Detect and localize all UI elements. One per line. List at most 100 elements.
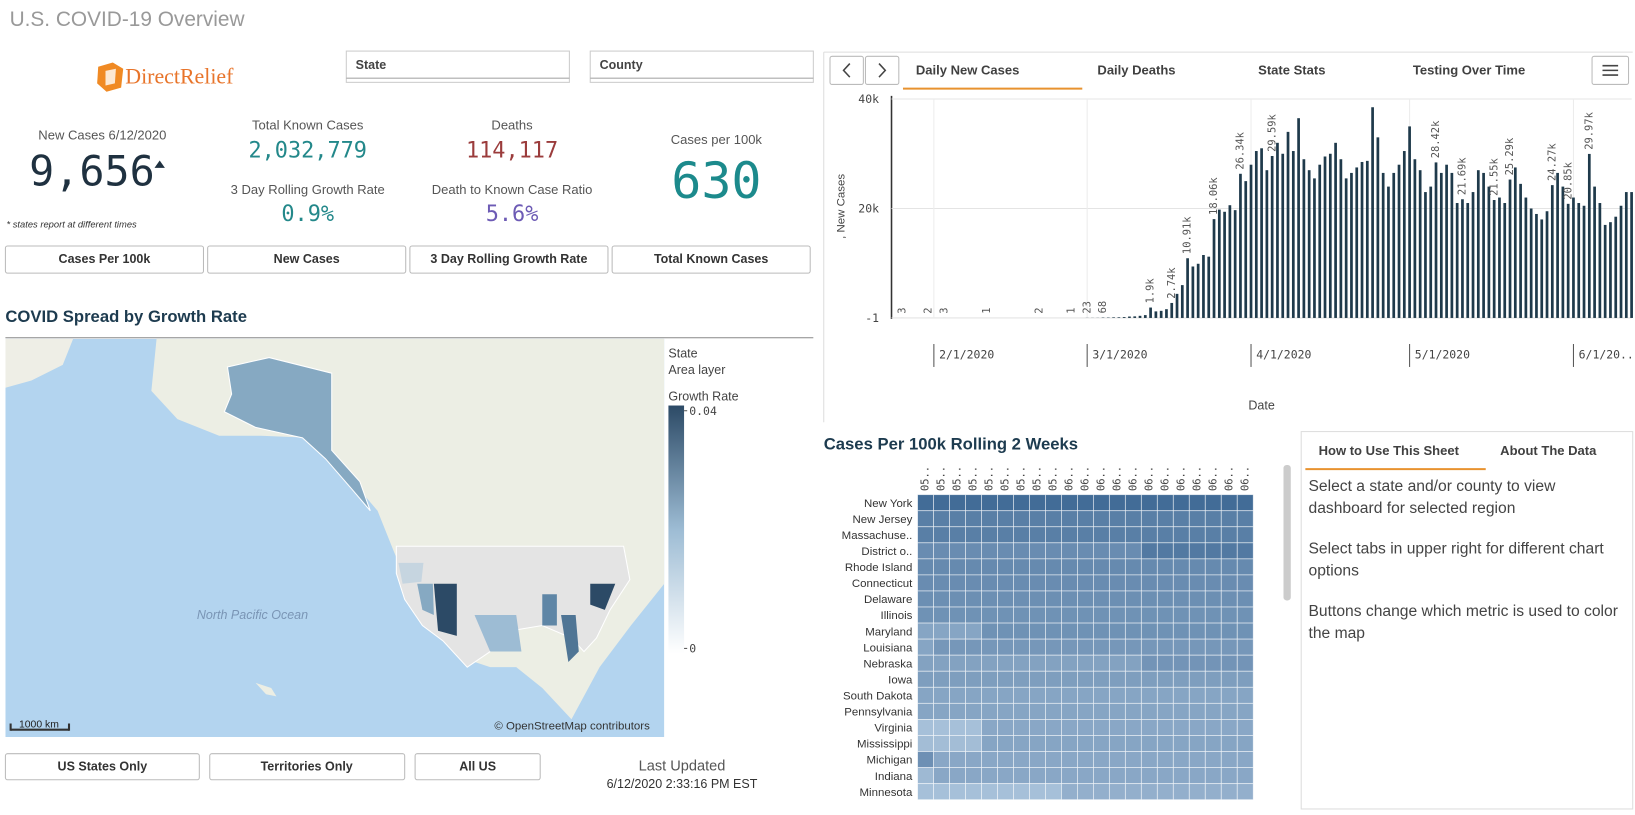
help-tab[interactable]: About The Data	[1500, 443, 1597, 458]
heat-cell	[918, 495, 934, 511]
filter-county[interactable]: County	[590, 51, 813, 82]
heat-cell	[1237, 768, 1253, 784]
heat-cell	[966, 703, 982, 719]
heat-cell	[1141, 511, 1157, 527]
scrollbar[interactable]	[1283, 465, 1290, 601]
heat-cell	[918, 687, 934, 703]
heat-cell	[1157, 575, 1173, 591]
button-label: Total Known Cases	[654, 252, 768, 266]
heat-cell	[1205, 671, 1221, 687]
heat-cell	[1029, 559, 1045, 575]
heat-cell	[998, 559, 1014, 575]
heat-cell	[1173, 752, 1189, 768]
prev-button[interactable]	[830, 56, 863, 84]
heat-cell	[1173, 784, 1189, 800]
heat-cell	[966, 639, 982, 655]
region-button[interactable]: US States Only	[5, 754, 199, 780]
heat-cell	[1093, 687, 1109, 703]
heat-cell	[950, 623, 966, 639]
button-label: 3 Day Rolling Growth Rate	[430, 252, 587, 266]
bar	[1408, 126, 1411, 318]
heat-cell	[1157, 607, 1173, 623]
heat-cell	[966, 511, 982, 527]
heat-cell	[1189, 752, 1205, 768]
heat-cell	[950, 703, 966, 719]
heat-cell	[1221, 623, 1237, 639]
heat-cell	[1237, 495, 1253, 511]
heat-cell	[1221, 495, 1237, 511]
bar	[1514, 167, 1517, 318]
heat-cell	[1077, 607, 1093, 623]
filter-label: State	[356, 58, 387, 72]
metric-button[interactable]: Total Known Cases	[612, 246, 810, 273]
heat-cell	[1109, 543, 1125, 559]
heat-cell	[982, 784, 998, 800]
next-button[interactable]	[865, 56, 898, 84]
heat-cell	[1013, 687, 1029, 703]
map[interactable]: North Pacific Ocean © OpenStreetMap cont…	[5, 339, 664, 737]
heat-cell	[950, 543, 966, 559]
heat-cell	[1077, 784, 1093, 800]
heat-cell	[1013, 784, 1029, 800]
metric-button[interactable]: Cases Per 100k	[5, 246, 203, 273]
heat-cell	[982, 671, 998, 687]
heat-cell	[1189, 607, 1205, 623]
heat-cell	[1029, 784, 1045, 800]
bar	[1186, 258, 1189, 318]
heat-cell	[1013, 768, 1029, 784]
heat-cell	[966, 575, 982, 591]
menu-button[interactable]	[1592, 56, 1628, 84]
heat-cell	[1029, 639, 1045, 655]
heat-cell	[918, 735, 934, 751]
bar	[1155, 311, 1158, 318]
bar	[1149, 308, 1152, 318]
tab[interactable]: Daily New Cases	[916, 62, 1019, 77]
heat-cell	[998, 527, 1014, 543]
heat-cell	[1061, 623, 1077, 639]
column-label: 05..	[1000, 466, 1012, 491]
metric-button[interactable]: New Cases	[208, 246, 406, 273]
heat-cell	[950, 784, 966, 800]
heat-cell	[1237, 703, 1253, 719]
heat-cell	[1173, 671, 1189, 687]
bar	[1604, 225, 1607, 318]
filter-state[interactable]: State	[346, 51, 569, 82]
heat-cell	[1173, 591, 1189, 607]
region-button[interactable]: All US	[415, 754, 540, 780]
heat-cell	[1189, 735, 1205, 751]
heat-cell	[934, 623, 950, 639]
heat-cell	[1237, 784, 1253, 800]
button-label: Territories Only	[261, 760, 353, 774]
region-button[interactable]: Territories Only	[210, 754, 405, 780]
value-label: 68	[1097, 301, 1109, 314]
help-tab[interactable]: How to Use This Sheet	[1319, 443, 1460, 458]
heat-cell	[1189, 527, 1205, 543]
heat-cell	[982, 719, 998, 735]
heat-cell	[1013, 575, 1029, 591]
heat-cell	[1173, 527, 1189, 543]
heat-cell	[1205, 559, 1221, 575]
tab[interactable]: Daily Deaths	[1097, 62, 1175, 77]
heat-cell	[1061, 655, 1077, 671]
heat-cell	[1141, 623, 1157, 639]
heat-cell	[1189, 671, 1205, 687]
heat-cell	[1141, 784, 1157, 800]
heat-cell	[1109, 607, 1125, 623]
heat-cell	[918, 784, 934, 800]
heat-cell	[1077, 639, 1093, 655]
heat-cell	[918, 511, 934, 527]
heat-cell	[934, 559, 950, 575]
heat-cell	[1237, 719, 1253, 735]
heat-cell	[950, 607, 966, 623]
heat-cell	[1077, 511, 1093, 527]
heat-cell	[1013, 735, 1029, 751]
heat-cell	[1221, 752, 1237, 768]
metric-button[interactable]: 3 Day Rolling Growth Rate	[410, 246, 608, 273]
tab[interactable]: State Stats	[1258, 62, 1325, 77]
bar	[1493, 200, 1496, 318]
heat-cell	[1125, 623, 1141, 639]
heat-cell	[934, 768, 950, 784]
tab[interactable]: Testing Over Time	[1413, 62, 1525, 77]
row-label: Maryland	[865, 626, 912, 638]
